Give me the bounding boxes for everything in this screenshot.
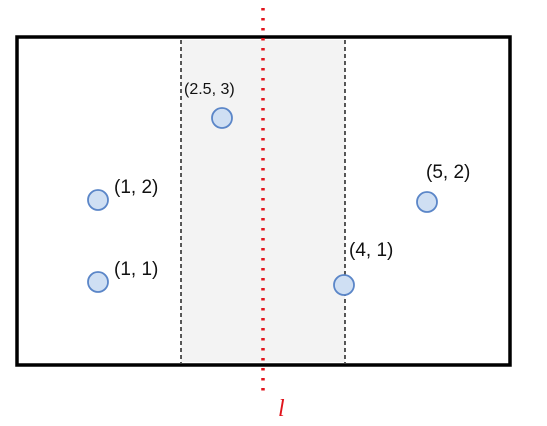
point-marker — [87, 271, 109, 293]
point-label: (2.5, 3) — [184, 81, 235, 98]
point-label: (1, 2) — [114, 177, 158, 198]
point-5-2: (5, 2) — [416, 162, 470, 213]
point-marker — [333, 274, 355, 296]
point-marker — [416, 191, 438, 213]
point-marker — [211, 107, 233, 129]
point-label: (4, 1) — [349, 240, 393, 261]
point-2-5-3: (2.5, 3) — [184, 81, 235, 129]
point-marker — [87, 189, 109, 211]
point-4-1: (4, 1) — [333, 240, 393, 296]
point-1-1: (1, 1) — [87, 259, 158, 293]
divider-line-label: l — [278, 396, 285, 422]
point-label: (5, 2) — [426, 162, 470, 183]
point-label: (1, 1) — [114, 259, 158, 280]
point-1-2: (1, 2) — [87, 177, 158, 211]
